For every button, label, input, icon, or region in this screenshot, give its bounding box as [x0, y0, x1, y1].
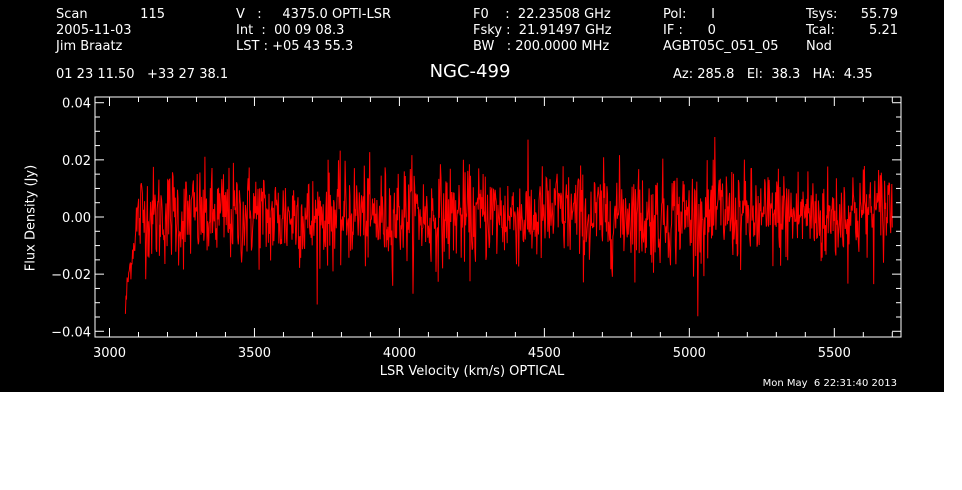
bandwidth-readout: BW : 200.0000 MHz — [473, 39, 610, 54]
velocity-readout: V : 4375.0 OPTI-LSR — [236, 7, 392, 22]
y-tick-label: 0.02 — [62, 154, 91, 169]
observer-name: Jim Braatz — [56, 39, 123, 54]
scan-label: Scan — [56, 7, 88, 22]
spectrum-chart: 3000 3500 4000 4500 5000 5500 −0.04 −0.02 0.00 0.… — [51, 96, 902, 361]
render-timestamp: Mon May 6 22:31:40 2013 — [762, 378, 897, 389]
x-tick-label: 5000 — [673, 346, 706, 361]
source-name-title: NGC-499 — [429, 61, 511, 82]
tcal-label: Tcal: — [806, 23, 835, 38]
observation-date: 2005-11-03 — [56, 23, 132, 38]
y-axis-label: Flux Density (Jy) — [23, 164, 39, 272]
tcal-value: 5.21 — [869, 23, 898, 38]
y-tick-label: 0.00 — [62, 211, 91, 226]
axis-ticks: 3000 3500 4000 4500 5000 5500 −0.04 −0.02 0.00 0.… — [51, 97, 901, 361]
spectrum-plot-panel: Scan 115 2005-11-03 Jim Braatz V : 4375.… — [0, 0, 944, 392]
spectrum-trace-layer — [124, 136, 893, 317]
x-tick-label: 3500 — [238, 346, 271, 361]
if-readout: IF : 0 — [663, 23, 716, 38]
spectrum-line — [124, 136, 893, 317]
y-tick-label: −0.02 — [51, 268, 91, 283]
project-id: AGBT05C_051_05 — [663, 39, 779, 54]
x-tick-label: 3000 — [93, 346, 126, 361]
y-tick-label: −0.04 — [51, 325, 91, 340]
f0-readout: F0 : 22.23508 GHz — [473, 7, 611, 22]
integration-readout: Int : 00 09 08.3 — [236, 23, 345, 38]
scan-number: 115 — [140, 7, 165, 22]
y-tick-label: 0.04 — [62, 97, 91, 112]
tsys-value: 55.79 — [860, 7, 898, 22]
tsys-label: Tsys: — [806, 7, 838, 22]
observing-mode: Nod — [806, 39, 832, 54]
x-tick-label: 4000 — [383, 346, 416, 361]
x-tick-label: 5500 — [818, 346, 851, 361]
polarization-readout: Pol: I — [663, 7, 715, 22]
fsky-readout: Fsky : 21.91497 GHz — [473, 23, 612, 38]
x-axis-label: LSR Velocity (km/s) OPTICAL — [379, 364, 565, 379]
x-tick-label: 4500 — [528, 346, 561, 361]
pointing-readout: Az: 285.8 El: 38.3 HA: 4.35 — [673, 67, 873, 82]
lst-readout: LST : +05 43 55.3 — [236, 39, 354, 54]
source-coordinates: 01 23 11.50 +33 27 38.1 — [56, 67, 229, 82]
